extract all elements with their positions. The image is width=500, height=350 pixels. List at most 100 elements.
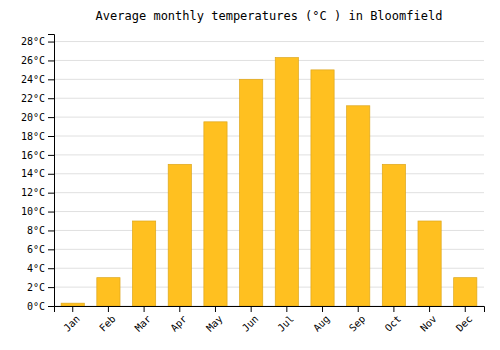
x-tick-mark xyxy=(393,306,394,312)
y-tick: 10°C xyxy=(21,206,54,217)
y-tick-label: 18°C xyxy=(21,131,45,142)
y-axis-line xyxy=(48,35,55,307)
x-tick: Dec xyxy=(454,306,475,334)
y-tick-label: 0°C xyxy=(27,301,45,312)
x-tick-mark xyxy=(429,306,430,312)
grid-line xyxy=(54,173,484,174)
x-tick-label: Aug xyxy=(311,313,332,334)
y-tick-label: 22°C xyxy=(21,93,45,104)
y-tick-mark xyxy=(48,230,54,231)
y-tick: 24°C xyxy=(21,74,54,85)
y-tick-mark xyxy=(48,136,54,137)
x-tick-mark xyxy=(322,306,323,312)
y-tick: 28°C xyxy=(21,36,54,47)
grid-line xyxy=(54,79,484,80)
y-tick: 26°C xyxy=(21,55,54,66)
y-tick-mark xyxy=(48,249,54,250)
bar xyxy=(133,221,156,306)
y-tick-mark xyxy=(48,117,54,118)
y-tick-mark xyxy=(48,79,54,80)
y-tick-label: 6°C xyxy=(27,244,45,255)
bar xyxy=(97,278,120,306)
y-tick-label: 28°C xyxy=(21,36,45,47)
y-tick: 4°C xyxy=(27,263,54,274)
x-tick: Oct xyxy=(383,306,404,334)
x-tick-label: Jan xyxy=(61,313,82,334)
x-tick-mark xyxy=(72,306,73,312)
x-tick-label: May xyxy=(204,313,225,334)
y-tick: 22°C xyxy=(21,93,54,104)
x-tick-label: Jun xyxy=(240,313,261,334)
y-tick: 14°C xyxy=(21,168,54,179)
bar xyxy=(240,79,263,306)
x-tick-mark xyxy=(286,306,287,312)
x-tick-mark xyxy=(144,306,145,312)
x-tick-label: Sep xyxy=(347,313,368,334)
x-axis-line xyxy=(55,307,485,313)
x-tick: Nov xyxy=(418,306,439,334)
x-tick-label: Jul xyxy=(275,313,296,334)
grid-line xyxy=(54,60,484,61)
grid-line xyxy=(54,117,484,118)
bar xyxy=(311,70,334,306)
y-tick-mark xyxy=(48,306,54,307)
bar xyxy=(168,164,191,306)
y-tick-mark xyxy=(48,193,54,194)
y-tick-label: 12°C xyxy=(21,187,45,198)
y-tick-mark xyxy=(48,287,54,288)
grid-line xyxy=(54,41,484,42)
bar xyxy=(275,58,298,306)
y-tick-label: 8°C xyxy=(27,225,45,236)
x-tick: Sep xyxy=(347,306,368,334)
y-axis: 0°C 2°C 4°C 6°C 8°C 10°C 12°C 14°C 16°C 18°C 20°C 2… xyxy=(21,35,55,312)
y-tick-label: 26°C xyxy=(21,55,45,66)
x-tick-mark xyxy=(179,306,180,312)
x-tick: Jul xyxy=(275,306,296,334)
y-tick-mark xyxy=(48,60,54,61)
x-tick-mark xyxy=(465,306,466,312)
grid-line xyxy=(54,192,484,193)
y-tick: 6°C xyxy=(27,244,54,255)
y-tick-label: 10°C xyxy=(21,206,45,217)
plot: 0°C 2°C 4°C 6°C 8°C 10°C 12°C 14°C 16°C 18°C 20°C 2… xyxy=(21,35,485,334)
x-tick-label: Feb xyxy=(97,313,118,334)
x-tick-mark xyxy=(251,306,252,312)
grid-line xyxy=(54,136,484,137)
x-tick-label: Nov xyxy=(418,313,439,334)
y-tick-label: 2°C xyxy=(27,282,45,293)
y-tick-label: 14°C xyxy=(21,168,45,179)
y-tick-label: 20°C xyxy=(21,112,45,123)
y-tick-label: 24°C xyxy=(21,74,45,85)
y-tick: 16°C xyxy=(21,150,54,161)
chart: 0°C 2°C 4°C 6°C 8°C 10°C 12°C 14°C 16°C 18°C 20°C 2… xyxy=(0,0,500,350)
y-tick-mark xyxy=(48,268,54,269)
bar xyxy=(204,122,227,306)
x-tick: Aug xyxy=(311,306,332,334)
y-tick: 2°C xyxy=(27,282,54,293)
grid-line xyxy=(54,98,484,99)
bar xyxy=(418,221,441,306)
y-tick-mark xyxy=(48,98,54,99)
grid xyxy=(54,42,484,306)
y-tick: 18°C xyxy=(21,131,54,142)
y-tick: 0°C xyxy=(27,301,54,312)
y-tick-mark xyxy=(48,155,54,156)
x-tick-label: Dec xyxy=(454,313,475,334)
x-axis: Jan Feb Mar Apr May Jun Jul Aug Sep Oct Nov Dec xyxy=(55,306,485,334)
x-tick-label: Oct xyxy=(383,313,404,334)
x-tick: Mar xyxy=(133,306,154,334)
y-tick: 20°C xyxy=(21,112,54,123)
bar xyxy=(61,303,84,306)
x-tick-label: Apr xyxy=(168,313,189,334)
bar xyxy=(347,106,370,306)
x-tick-label: Mar xyxy=(133,313,154,334)
x-tick-mark xyxy=(215,306,216,312)
x-tick: Jan xyxy=(61,306,82,334)
x-tick: May xyxy=(204,306,225,334)
grid-line xyxy=(54,211,484,212)
x-tick-mark xyxy=(108,306,109,312)
y-tick-mark xyxy=(48,174,54,175)
bar xyxy=(382,164,405,306)
x-tick-mark xyxy=(358,306,359,312)
y-tick: 8°C xyxy=(27,225,54,236)
